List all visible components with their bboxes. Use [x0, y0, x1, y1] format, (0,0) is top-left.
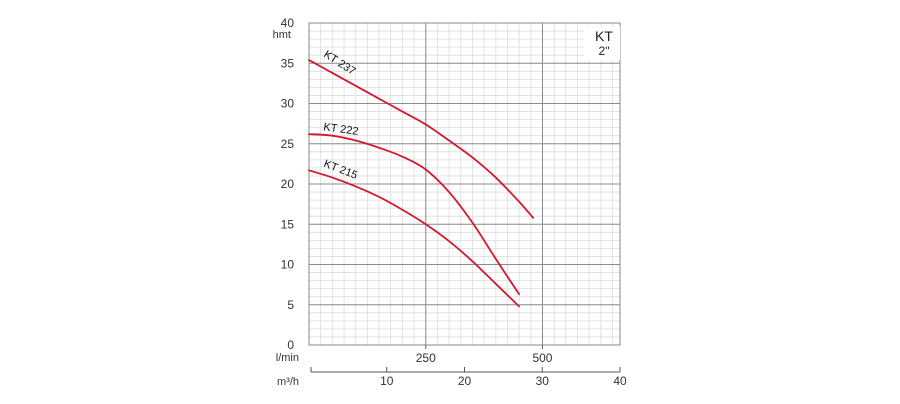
secondary-x-axis-ticks: 10 20 30 40: [310, 367, 627, 388]
series-curve: [308, 59, 535, 219]
y-tick-label: 35: [281, 56, 295, 70]
secondary-x-axis-unit-label: m³/h: [277, 376, 299, 388]
y-tick-label: 20: [281, 177, 295, 191]
y-tick-label: 5: [287, 298, 294, 312]
secondary-x-tick-label: 20: [458, 374, 472, 388]
y-tick-label: 10: [281, 258, 295, 272]
series-curve: [308, 169, 521, 308]
y-tick-label: 40: [281, 16, 295, 30]
y-axis-unit-label: hmt: [273, 29, 291, 41]
y-tick-label: 25: [281, 137, 295, 151]
series-label: KT 215: [322, 158, 359, 182]
x-tick-label: 500: [532, 351, 552, 365]
secondary-x-tick-label: 10: [380, 374, 394, 388]
y-tick-label: 30: [281, 97, 295, 111]
series-label: KT 222: [323, 121, 360, 138]
x-tick-label: 250: [416, 351, 436, 365]
series-curves: [308, 59, 535, 308]
plot-frame: [308, 22, 621, 346]
x-axis-ticks: 250 500: [416, 345, 553, 365]
plot-border: [308, 22, 621, 346]
y-tick-label: 15: [281, 217, 295, 231]
chart-subtitle: 2": [599, 44, 610, 58]
chart-title: KT: [595, 28, 613, 44]
series-curve: [308, 133, 521, 296]
secondary-x-tick-label: 30: [536, 374, 550, 388]
x-axis-unit-label: l/min: [276, 352, 299, 364]
y-axis-ticks: 0 5 10 15 20 25 30 35 40: [281, 16, 295, 352]
secondary-x-tick-label: 40: [613, 374, 627, 388]
title-box-background: [584, 26, 620, 60]
y-tick-label: 0: [287, 338, 294, 352]
